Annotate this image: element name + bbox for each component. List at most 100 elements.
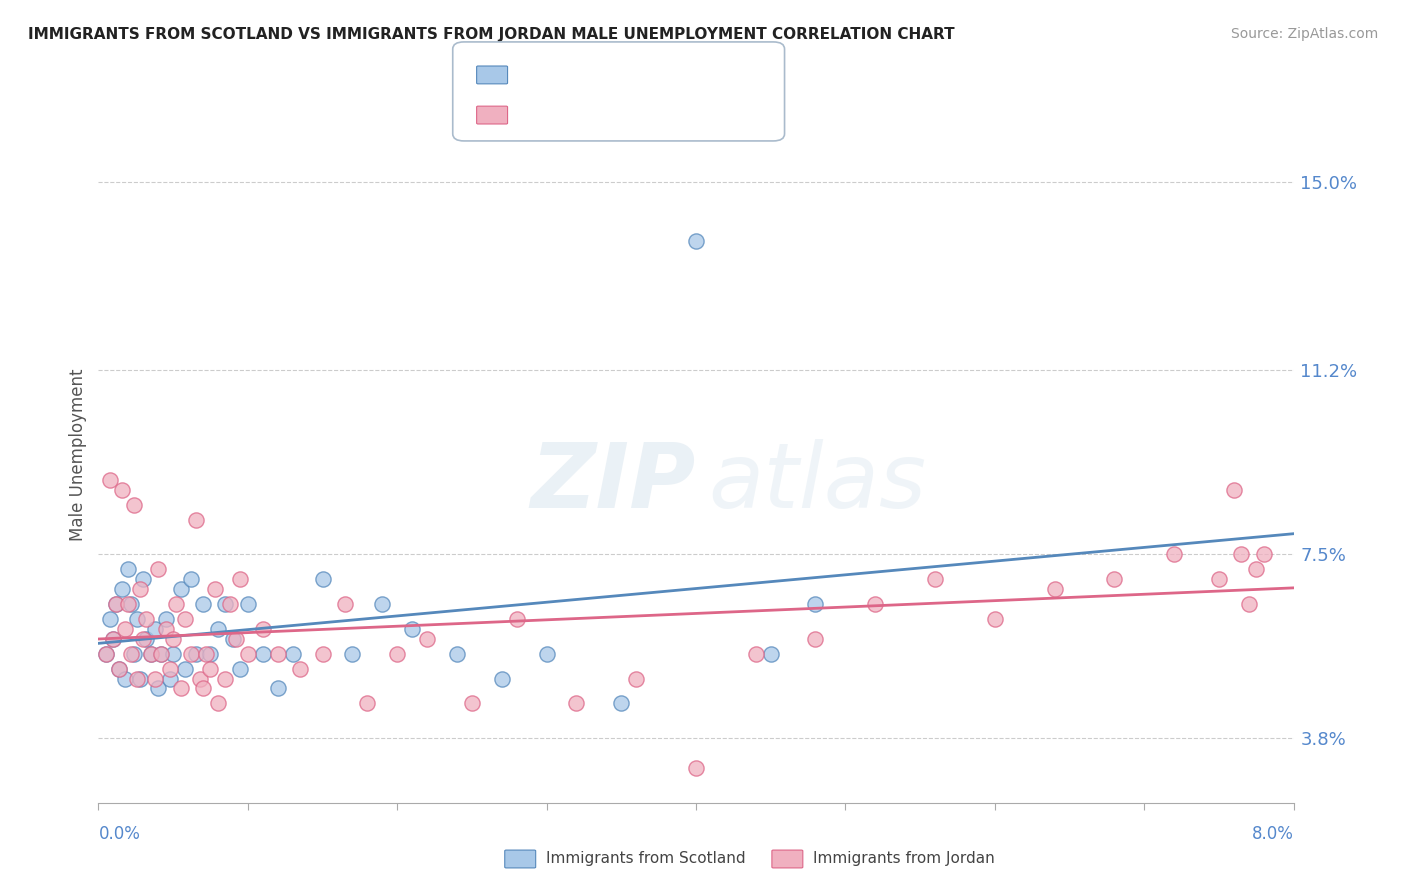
Text: 8.0%: 8.0% (1251, 825, 1294, 843)
Point (98, 612, 122, 626)
Point (132, 572, 155, 586)
Point (252, 622, 274, 636)
Point (135, 612, 157, 626)
Point (252, 647, 274, 661)
Text: Immigrants from Scotland: Immigrants from Scotland (546, 852, 745, 866)
Point (180, 647, 202, 661)
Point (162, 647, 184, 661)
Point (1102, 572, 1125, 586)
Text: R = 0.079   N = 46: R = 0.079 N = 46 (517, 66, 702, 84)
Point (288, 662, 311, 676)
Point (984, 612, 1007, 626)
Point (150, 647, 173, 661)
Text: Immigrants from Jordan: Immigrants from Jordan (813, 852, 994, 866)
Point (143, 672, 166, 686)
Point (200, 647, 222, 661)
Point (214, 597, 236, 611)
Point (135, 632, 157, 646)
Point (1163, 547, 1185, 561)
Point (333, 597, 356, 611)
Point (446, 647, 468, 661)
Point (124, 647, 146, 661)
Point (1230, 547, 1253, 561)
Point (1208, 572, 1230, 586)
Point (685, 761, 707, 775)
Point (804, 597, 827, 611)
Point (165, 597, 187, 611)
Point (148, 681, 170, 696)
Point (626, 672, 648, 686)
Point (132, 632, 155, 646)
Text: IMMIGRANTS FROM SCOTLAND VS IMMIGRANTS FROM JORDAN MALE UNEMPLOYMENT CORRELATION: IMMIGRANTS FROM SCOTLAND VS IMMIGRANTS F… (28, 27, 955, 42)
Point (222, 632, 245, 646)
Point (924, 572, 946, 586)
Text: 0.0%: 0.0% (98, 825, 141, 843)
Point (191, 681, 214, 696)
Point (229, 572, 252, 586)
Point (804, 632, 827, 646)
Point (204, 582, 226, 596)
Point (103, 632, 125, 646)
Point (759, 647, 782, 661)
Point (139, 647, 162, 661)
Point (120, 597, 142, 611)
Point (236, 597, 259, 611)
Point (207, 622, 229, 636)
Point (207, 697, 229, 711)
Point (103, 632, 125, 646)
Point (117, 597, 139, 611)
Point (236, 647, 259, 661)
Text: Source: ZipAtlas.com: Source: ZipAtlas.com (1230, 27, 1378, 41)
Point (114, 672, 136, 686)
Point (120, 647, 142, 661)
Point (159, 672, 181, 686)
Point (506, 612, 529, 626)
Point (155, 622, 177, 636)
Point (127, 612, 149, 626)
Point (162, 632, 184, 646)
Point (565, 697, 588, 711)
Point (200, 662, 222, 676)
Point (169, 582, 191, 596)
Point (180, 572, 202, 586)
Point (188, 672, 211, 686)
Point (385, 647, 409, 661)
Point (139, 647, 162, 661)
Point (281, 647, 304, 661)
Point (610, 697, 633, 711)
Point (1253, 547, 1275, 561)
Point (342, 647, 364, 661)
Point (111, 582, 134, 596)
Point (863, 597, 887, 611)
Point (371, 597, 394, 611)
Point (143, 622, 166, 636)
Point (105, 597, 128, 611)
Point (174, 612, 197, 626)
Point (94, 647, 117, 661)
Point (267, 647, 290, 661)
Point (1244, 562, 1267, 576)
Point (127, 672, 149, 686)
Point (311, 572, 333, 586)
Point (174, 662, 197, 676)
Point (536, 647, 558, 661)
Point (184, 512, 207, 526)
Text: R =  0.151   N = 64: R = 0.151 N = 64 (517, 106, 709, 124)
Point (108, 662, 131, 676)
Text: ZIP: ZIP (530, 439, 696, 527)
Y-axis label: Male Unemployment: Male Unemployment (69, 368, 87, 541)
Point (685, 234, 707, 248)
Text: atlas: atlas (709, 439, 927, 527)
Point (94, 647, 117, 661)
Point (148, 562, 170, 576)
Point (267, 681, 290, 696)
Point (194, 647, 218, 661)
Point (1237, 597, 1260, 611)
Point (745, 647, 768, 661)
Point (105, 597, 128, 611)
Point (169, 681, 191, 696)
Point (225, 632, 247, 646)
Point (155, 612, 177, 626)
Point (229, 662, 252, 676)
Point (356, 697, 378, 711)
